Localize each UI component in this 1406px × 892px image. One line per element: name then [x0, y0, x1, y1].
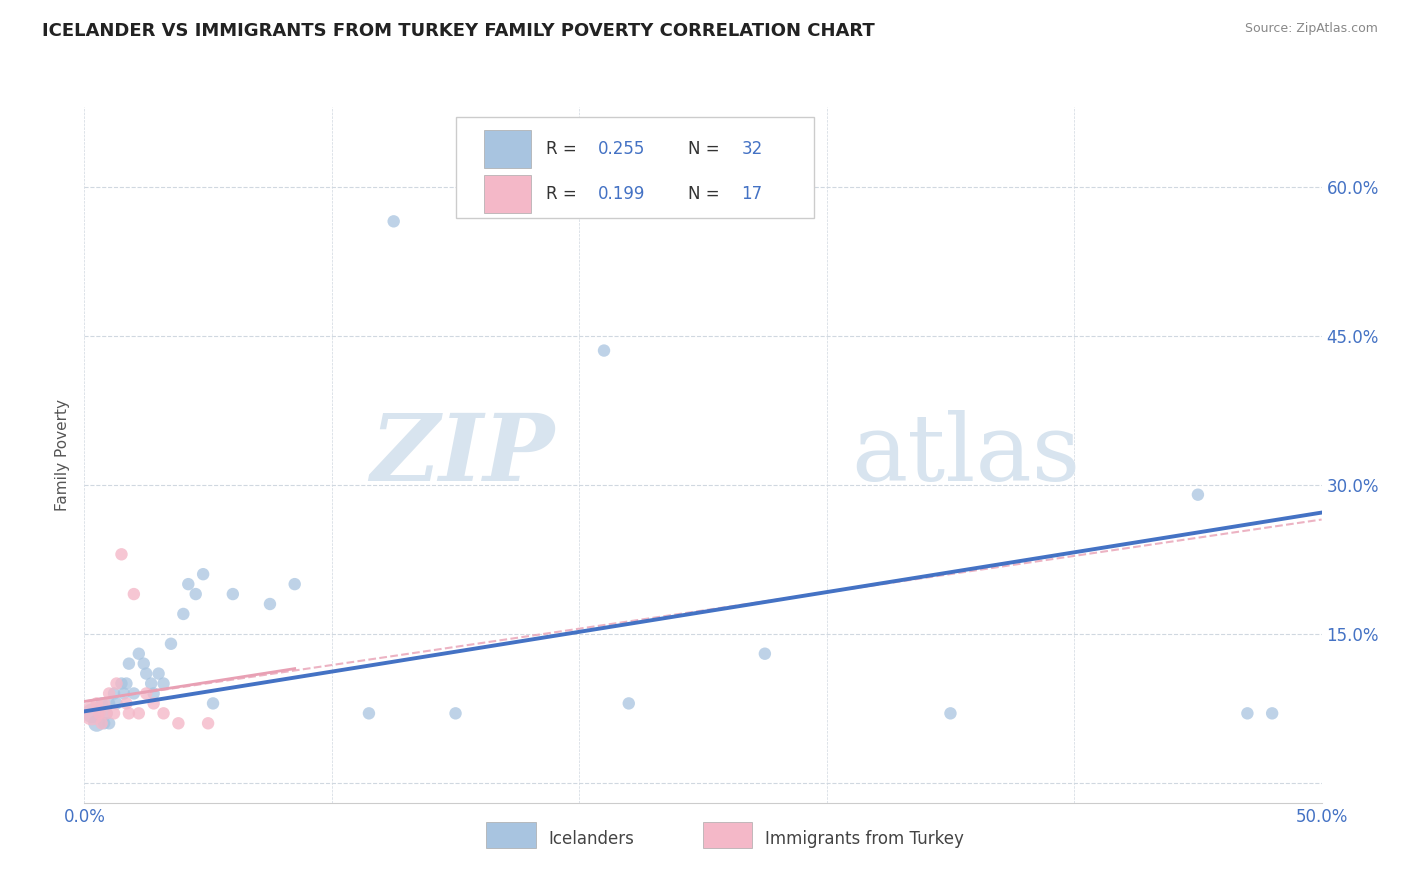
Point [382, 214, 405, 228]
Text: 17: 17 [741, 186, 762, 203]
Point [1261, 706, 1284, 721]
Point [593, 343, 616, 358]
Point [222, 587, 245, 601]
Point [90, 697, 112, 711]
Point [98, 686, 121, 700]
Point [86, 697, 108, 711]
Text: 0.255: 0.255 [598, 140, 645, 158]
Text: 0.199: 0.199 [598, 186, 645, 203]
Point [122, 686, 145, 700]
Point [148, 666, 170, 681]
Point [93, 716, 115, 731]
Text: atlas: atlas [852, 410, 1081, 500]
Point [122, 587, 145, 601]
Point [90, 716, 112, 731]
Point [128, 647, 150, 661]
Point [115, 676, 138, 690]
Text: N =: N = [688, 186, 725, 203]
Point [152, 706, 174, 721]
Point [197, 716, 219, 731]
Point [160, 637, 183, 651]
Y-axis label: Family Poverty: Family Poverty [55, 399, 70, 511]
Text: R =: R = [546, 186, 582, 203]
Point [103, 706, 125, 721]
Point [617, 697, 640, 711]
Point [110, 676, 132, 690]
Point [118, 706, 141, 721]
FancyBboxPatch shape [703, 822, 752, 848]
Point [86, 716, 108, 731]
Text: Icelanders: Icelanders [548, 830, 634, 848]
FancyBboxPatch shape [456, 118, 814, 219]
Text: ICELANDER VS IMMIGRANTS FROM TURKEY FAMILY POVERTY CORRELATION CHART: ICELANDER VS IMMIGRANTS FROM TURKEY FAMI… [42, 22, 875, 40]
Point [115, 697, 138, 711]
Point [96, 706, 118, 721]
Text: N =: N = [688, 140, 725, 158]
Point [103, 686, 125, 700]
Point [112, 686, 135, 700]
Point [80, 706, 103, 721]
Point [202, 697, 225, 711]
Point [128, 706, 150, 721]
Point [98, 716, 121, 731]
Text: Source: ZipAtlas.com: Source: ZipAtlas.com [1244, 22, 1378, 36]
Point [184, 587, 207, 601]
Point [191, 567, 214, 582]
Point [93, 697, 115, 711]
Point [142, 686, 165, 700]
Point [357, 706, 380, 721]
Point [110, 547, 132, 561]
Point [259, 597, 281, 611]
Text: Immigrants from Turkey: Immigrants from Turkey [765, 830, 963, 848]
Point [177, 577, 200, 591]
FancyBboxPatch shape [486, 822, 536, 848]
Text: 32: 32 [741, 140, 762, 158]
Point [135, 686, 157, 700]
Point [98, 697, 121, 711]
Point [172, 607, 194, 621]
Point [132, 657, 155, 671]
Point [754, 647, 776, 661]
Point [80, 706, 103, 721]
Text: R =: R = [546, 140, 582, 158]
Point [118, 657, 141, 671]
Point [167, 716, 190, 731]
Point [284, 577, 307, 591]
FancyBboxPatch shape [484, 130, 531, 169]
Point [89, 706, 111, 721]
Point [142, 697, 165, 711]
Point [1187, 488, 1209, 502]
Point [135, 666, 157, 681]
Point [96, 706, 118, 721]
Point [444, 706, 467, 721]
Point [152, 676, 174, 690]
Point [141, 676, 163, 690]
Point [105, 697, 128, 711]
Point [105, 676, 128, 690]
FancyBboxPatch shape [484, 175, 531, 213]
Point [1236, 706, 1258, 721]
Point [939, 706, 962, 721]
Text: ZIP: ZIP [370, 410, 554, 500]
